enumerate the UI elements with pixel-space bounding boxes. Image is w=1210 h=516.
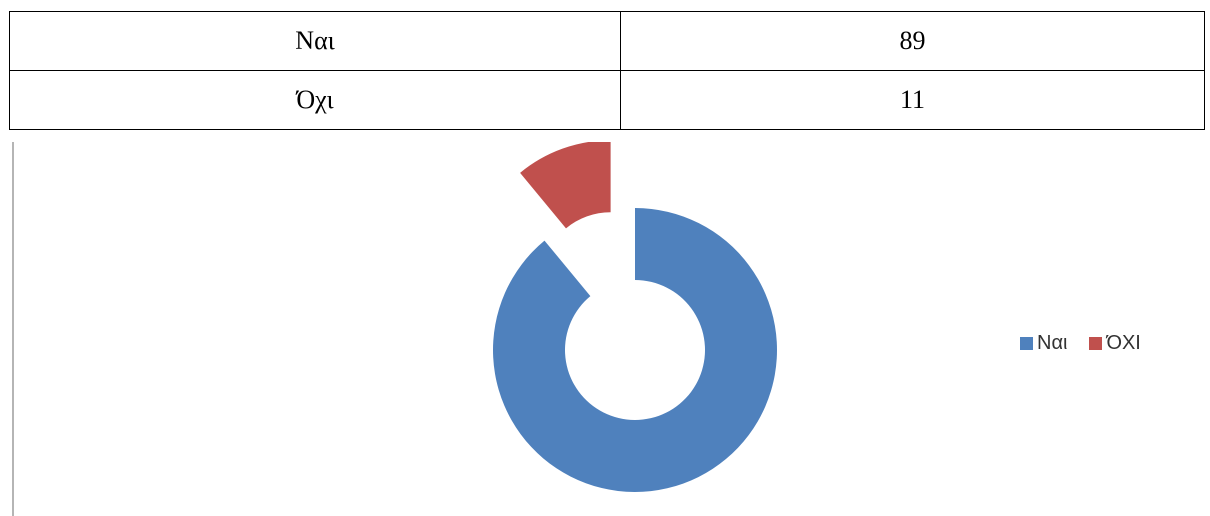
table-row: Όχι 11 [9,70,1205,130]
donut-slice-yes [492,208,777,492]
donut-slice-no [520,142,611,229]
table-row: Ναι 89 [9,11,1205,71]
table-cell-value: 11 [620,70,1205,130]
legend-swatch [1089,336,1103,350]
legend-label: Ναι [1037,331,1068,354]
chart-legend: Ναι ΌΧΙ [1020,328,1210,358]
legend-item-yes: Ναι [1020,332,1067,355]
data-table: Ναι 89 Όχι 11 [9,11,1205,130]
table-cell-label: Ναι [9,11,621,71]
legend-swatch [1020,336,1033,350]
legend-label: ΌΧΙ [1106,331,1141,354]
table-cell-value: 89 [620,11,1205,71]
chart-area: Ναι ΌΧΙ [12,142,1210,516]
table-cell-label: Όχι [9,70,621,130]
donut-chart [492,142,777,492]
legend-item-no: ΌΧΙ [1089,331,1141,355]
